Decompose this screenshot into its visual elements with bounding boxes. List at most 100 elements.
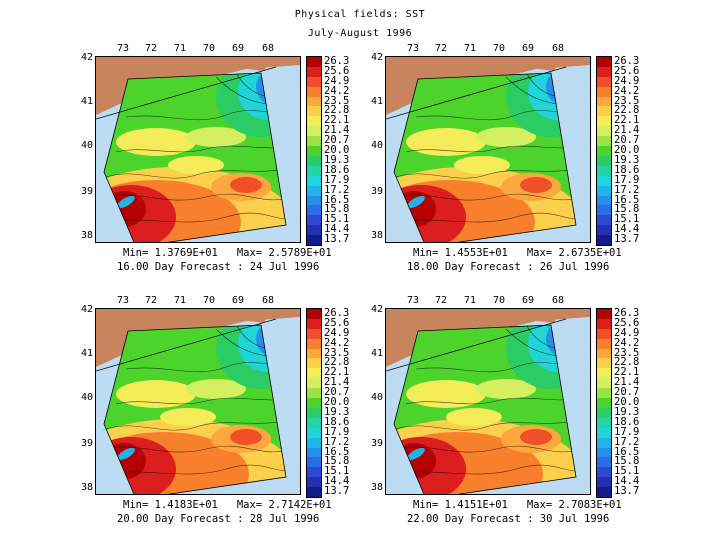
colorbar-level-label: 21.4: [324, 376, 350, 389]
sst-field-image: [386, 57, 590, 242]
max-value: 2.6735E+01: [558, 247, 622, 259]
colorbar-level-label: 15.1: [324, 465, 350, 478]
colorbar-swatch: [307, 235, 321, 246]
colorbar-level-label: 16.5: [614, 193, 640, 206]
colorbar-swatch: [597, 457, 611, 468]
min-value: 1.4151E+01: [444, 499, 508, 511]
max-label: Max=: [236, 499, 263, 511]
min-value: 1.4553E+01: [444, 247, 508, 259]
forecast-caption: 20.00 Day Forecast : 28 Jul 1996: [117, 513, 320, 525]
colorbar-level-label: 17.2: [324, 435, 350, 448]
colorbar-swatch: [597, 378, 611, 389]
colorbar-swatch: [597, 76, 611, 88]
colorbar-swatch: [307, 155, 321, 167]
colorbar-swatch: [307, 378, 321, 389]
colorbar-level-label: 22.1: [614, 366, 640, 379]
sst-field-image: [96, 309, 300, 494]
sst-map: [385, 56, 591, 243]
colorbar-level-label: 24.9: [614, 74, 640, 87]
colorbar-level-label: 16.5: [324, 193, 350, 206]
colorbar-swatch: [597, 235, 611, 246]
colorbar-swatch: [597, 427, 611, 439]
colorbar-level-label: 13.7: [614, 233, 640, 246]
colorbar-swatch: [307, 447, 321, 458]
land-mass: [386, 57, 590, 115]
colorbar-level-label: 22.8: [614, 104, 640, 117]
lon-tick-label: 68: [261, 43, 275, 54]
lat-tick-label: 40: [80, 392, 93, 403]
colorbar-swatch: [597, 388, 611, 399]
figure-subtitle: July-August 1996: [307, 28, 413, 39]
colorbar-level-label: 14.4: [614, 475, 640, 488]
colorbar-swatch: [307, 76, 321, 88]
colorbar-level-label: 26.3: [324, 307, 350, 319]
colorbar-level-label: 19.3: [614, 153, 640, 166]
lat-tick-label: 42: [80, 304, 93, 315]
colorbar-swatch: [597, 165, 611, 177]
lat-tick-label: 38: [370, 482, 383, 493]
colorbar-swatch: [597, 86, 611, 98]
colorbar-level-label: 15.1: [614, 465, 640, 478]
forecast-caption: 16.00 Day Forecast : 24 Jul 1996: [117, 261, 320, 273]
land-mass: [386, 309, 590, 367]
colorbar-swatch: [307, 348, 321, 359]
sst-panel-1: 73 72 71 70 69 68 42 41 40 39 38 26.3 25.6 24.9 24.2…: [75, 40, 425, 290]
colorbar-level-label: 21.4: [324, 124, 350, 137]
max-value: 2.5789E+01: [268, 247, 332, 259]
sst-map: [95, 308, 301, 495]
lon-tick-label: 69: [231, 43, 245, 54]
sst-panel-2: 73 72 71 70 69 68 42 41 40 39 38 26.3 25.6 24.9 24.2…: [365, 40, 715, 290]
land-mass: [96, 57, 300, 115]
min-label: Min=: [123, 499, 149, 511]
lat-tick-label: 39: [370, 186, 383, 197]
colorbar-swatch: [307, 106, 321, 117]
lat-tick-label: 38: [80, 230, 93, 241]
colorbar-swatch: [597, 195, 611, 206]
colorbar-swatch: [597, 126, 611, 137]
colorbar-swatch: [597, 368, 611, 379]
colorbar: [596, 308, 612, 498]
sst-map: [95, 56, 301, 243]
colorbar-swatch: [307, 437, 321, 449]
colorbar-swatch: [307, 165, 321, 177]
colorbar-level-label: 15.8: [614, 203, 640, 216]
colorbar-level-label: 24.2: [324, 84, 350, 97]
colorbar-swatch: [597, 467, 611, 478]
colorbar-swatch: [307, 328, 321, 340]
sst-panel-4: 73 72 71 70 69 68 42 41 40 39 38 26.3 25.6 24.9 24.2…: [365, 292, 715, 542]
colorbar-swatch: [597, 215, 611, 226]
lat-tick-label: 39: [80, 438, 93, 449]
min-max-readout: Min= 1.3769E+01 Max= 2.5789E+01: [123, 247, 332, 259]
colorbar-level-label: 16.5: [324, 445, 350, 458]
colorbar-level-label: 13.7: [324, 233, 350, 246]
colorbar-swatch: [597, 155, 611, 167]
lon-tick-label: 71: [463, 43, 477, 54]
colorbar-swatch: [597, 487, 611, 498]
lat-tick-label: 41: [370, 96, 383, 107]
max-label: Max=: [526, 499, 553, 511]
colorbar-level-label: 14.4: [324, 475, 350, 488]
max-value: 2.7142E+01: [268, 499, 332, 511]
lon-tick-label: 68: [551, 43, 565, 54]
lon-tick-label: 69: [231, 295, 245, 306]
colorbar-swatch: [307, 427, 321, 439]
colorbar-swatch: [307, 318, 321, 330]
colorbar-level-label: 14.4: [324, 223, 350, 236]
lon-tick-label: 71: [463, 295, 477, 306]
colorbar-swatch: [597, 205, 611, 216]
colorbar-swatch: [307, 417, 321, 429]
colorbar-level-label: 14.4: [614, 223, 640, 236]
colorbar-level-label: 18.6: [614, 163, 640, 176]
colorbar-level-label: 17.2: [614, 183, 640, 196]
lon-tick-label: 69: [521, 295, 535, 306]
lat-tick-label: 40: [370, 140, 383, 151]
colorbar-swatch: [307, 225, 321, 236]
lat-tick-label: 38: [80, 482, 93, 493]
min-value: 1.4183E+01: [154, 499, 218, 511]
colorbar-level-label: 24.9: [614, 326, 640, 339]
lon-tick-label: 72: [144, 43, 158, 54]
colorbar-swatch: [597, 348, 611, 359]
colorbar-swatch: [597, 338, 611, 350]
colorbar-swatch: [307, 57, 321, 68]
colorbar-level-label: 18.6: [324, 163, 350, 176]
